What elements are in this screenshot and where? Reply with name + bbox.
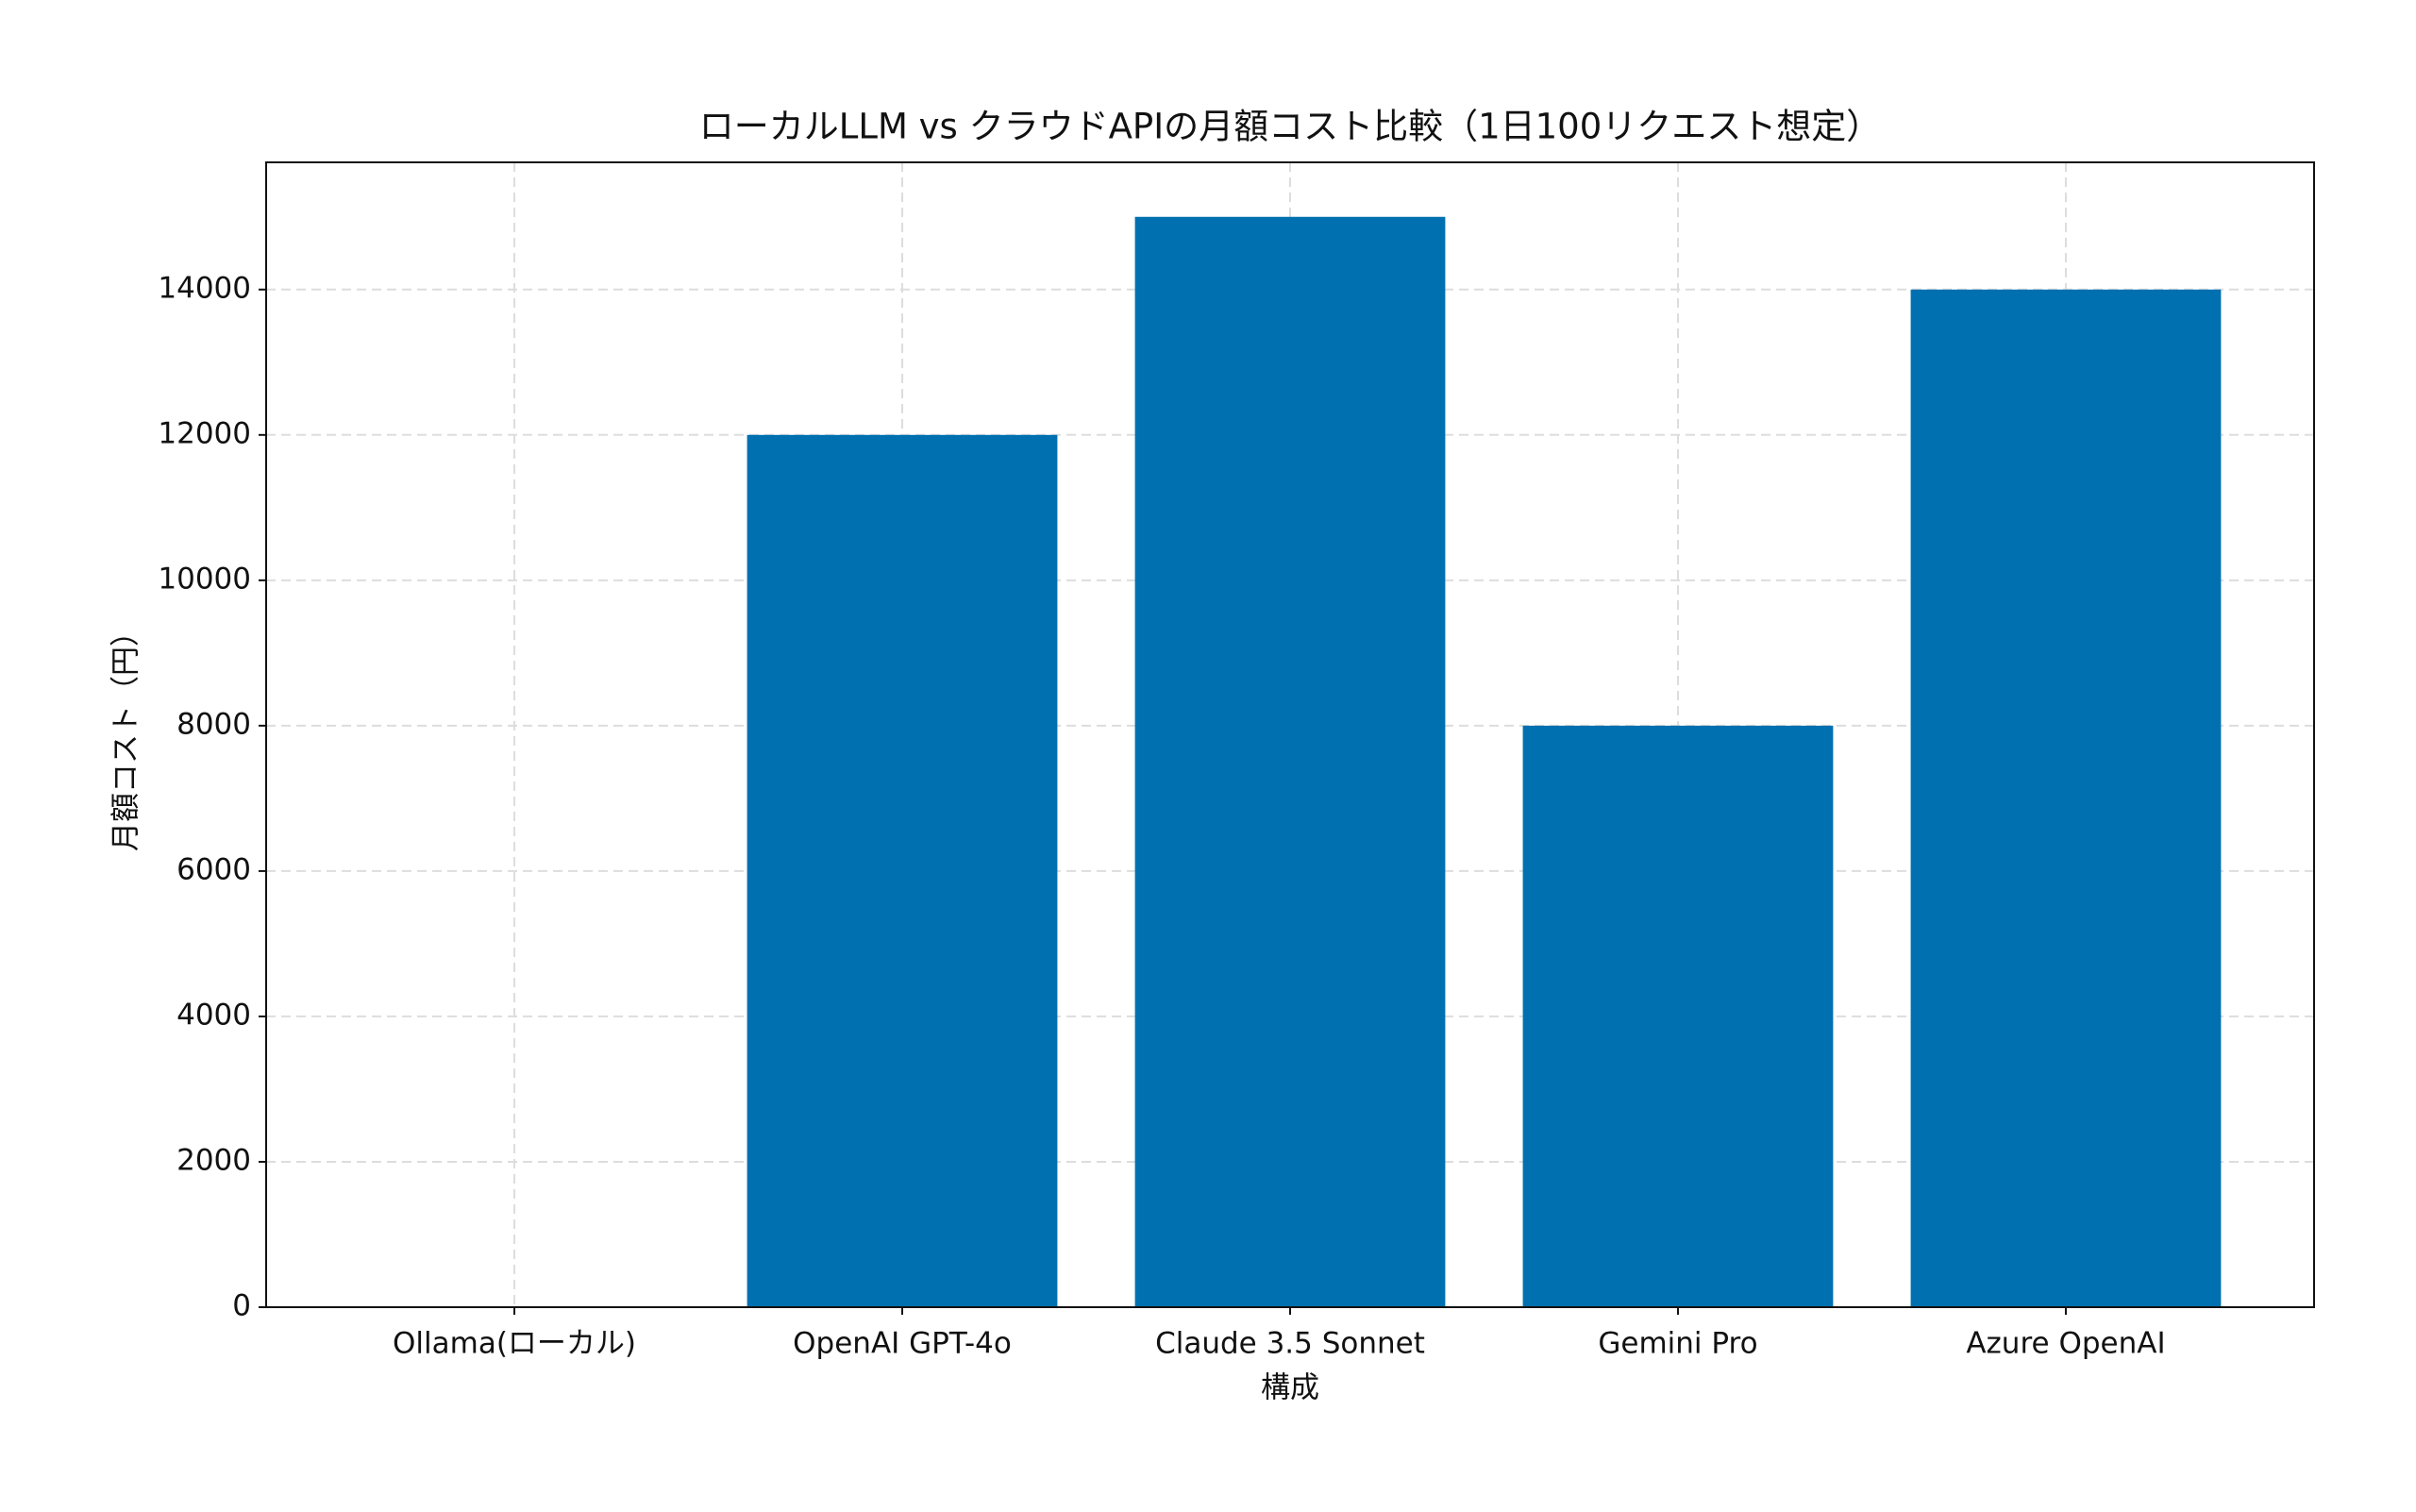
y-tick-label: 6000 [176,852,251,886]
x-tick-label: Gemini Pro [1598,1327,1757,1361]
y-tick-label: 12000 [158,416,251,450]
chart-title: ローカルLLM vs クラウドAPIの月額コスト比較（1日100リクエスト想定） [699,107,1882,147]
bar [1134,216,1446,1307]
x-axis-label: 構成 [1261,1371,1319,1405]
x-tick-label: Azure OpenAI [1966,1327,2165,1361]
y-tick-label: 10000 [158,562,251,596]
y-tick-label: 14000 [158,271,251,305]
bar [1910,289,2222,1307]
x-tick-label: Ollama(ローカル) [393,1327,636,1361]
y-axis-label: 月額コスト（円） [109,617,143,851]
bar [1522,725,1834,1307]
y-tick-label: 8000 [176,707,251,741]
x-tick-label: OpenAI GPT-4o [793,1327,1012,1361]
plot-frame [265,161,2315,1308]
y-tick-label: 2000 [176,1143,251,1177]
bar [747,434,1058,1307]
y-tick-label: 0 [232,1289,251,1323]
x-tick-label: Claude 3.5 Sonnet [1155,1327,1425,1361]
y-tick-label: 4000 [176,998,251,1032]
